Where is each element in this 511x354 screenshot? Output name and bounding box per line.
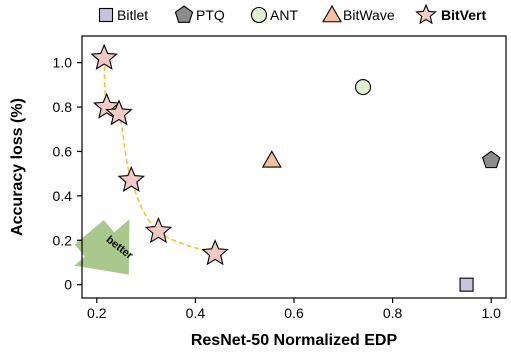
legend-marker-bitvert [415, 3, 437, 25]
y-tick-label: 1.0 [53, 55, 73, 71]
legend-label-bitvert: BitVert [441, 7, 486, 23]
legend-label-ptq: PTQ [196, 7, 225, 23]
y-tick-label: 0.2 [53, 232, 73, 248]
plot-area: better 0.2 0.4 0.6 0.8 1.0 0 0.2 0.4 0.6 0.8 1.0 [53, 35, 507, 321]
x-tick-label: 0.6 [284, 305, 304, 321]
y-tick-label: 0.6 [53, 143, 73, 159]
y-tick-label: 0.4 [53, 188, 73, 204]
legend-marker-ant [250, 6, 268, 24]
x-tick-label: 0.8 [383, 305, 403, 321]
better-arrow-annotation: better [74, 219, 136, 275]
plot-frame [81, 35, 507, 299]
legend-marker-bitlet [98, 7, 114, 23]
y-tick-label: 0.8 [53, 99, 73, 115]
data-point-bitvert [201, 239, 229, 266]
data-point-bitwave [261, 150, 282, 168]
data-point-bitvert [117, 165, 146, 192]
x-tick-label: 0.4 [186, 305, 206, 321]
data-point-bitvert [90, 43, 118, 70]
data-point-bitvert [144, 216, 173, 244]
data-point-ptq [482, 150, 501, 169]
legend-marker-ptq [174, 5, 194, 23]
legend-label-bitlet: Bitlet [117, 7, 148, 23]
x-tick-label: 0.2 [87, 305, 107, 321]
x-axis-title: ResNet-50 Normalized EDP [191, 332, 398, 349]
y-axis-ticks: 0 0.2 0.4 0.6 0.8 1.0 [53, 55, 82, 293]
data-markers [90, 43, 501, 292]
y-axis-title: Accuracy loss (%) [9, 98, 26, 236]
legend: Bitlet PTQ ANT BitWave BitVert [98, 3, 486, 25]
legend-label-bitwave: BitWave [343, 7, 395, 23]
better-arrow-shape [74, 219, 130, 275]
legend-marker-bitwave [322, 4, 342, 23]
data-point-bitlet [459, 277, 474, 292]
data-point-ant [354, 79, 372, 96]
x-axis-ticks: 0.2 0.4 0.6 0.8 1.0 [87, 298, 501, 321]
y-tick-label: 0 [64, 277, 72, 293]
data-point-bitvert [105, 99, 133, 126]
x-tick-label: 1.0 [481, 305, 501, 321]
legend-label-ant: ANT [270, 7, 298, 23]
